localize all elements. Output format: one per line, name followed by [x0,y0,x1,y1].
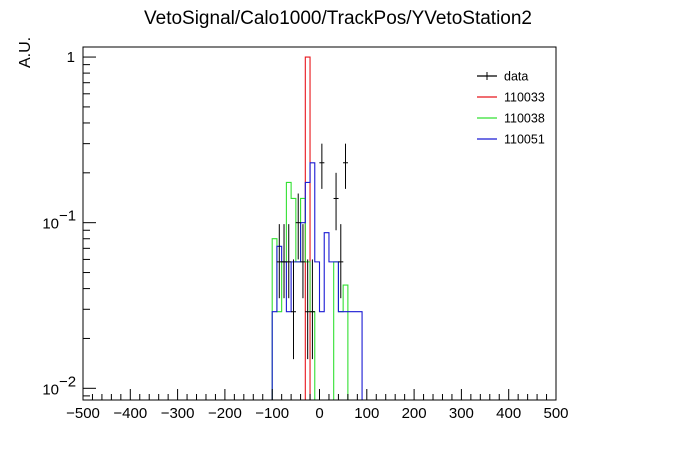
legend-entry: 110033 [477,91,545,105]
hist-bin [315,262,320,400]
x-tick-label: −300 [161,405,195,422]
hist-bin [329,262,334,400]
x-tick-label: −400 [113,405,147,422]
data-point [305,259,311,360]
data-point [309,259,315,360]
legend-label: 110038 [504,112,545,126]
legend-entry: 110038 [477,112,545,126]
hist-bin [324,233,329,400]
legend-entry: data [477,70,528,84]
x-tick-label: −500 [66,405,100,422]
legend-label: 110033 [504,91,545,105]
plot-area [271,56,363,400]
series-data [276,143,349,360]
legend-label: data [504,70,528,84]
y-tick-label-base: 10 [42,381,59,398]
data-point [343,143,349,189]
y-axis-label: A.U. [17,37,34,68]
chart-title: VetoSignal/Calo1000/TrackPos/YVetoStatio… [144,8,532,29]
x-tick-label: 100 [354,405,379,422]
legend-entry: 110051 [477,133,545,147]
x-tick-label: 200 [402,405,427,422]
y-tick-label-base: 10 [42,216,59,233]
legend: data 110033 110038 110051 [477,70,545,147]
y-tick-label: 1 [67,49,75,66]
x-tick-label: 400 [496,405,521,422]
hist-bin [338,312,343,400]
hist-bin [296,262,301,400]
x-tick-label: 300 [449,405,474,422]
data-point [295,193,301,260]
data-point [281,224,287,299]
hist-bin [334,262,339,400]
data-point [290,259,296,360]
hist-bin [357,312,362,400]
x-tick-label: −100 [255,405,289,422]
hist-bin [343,312,348,400]
series-110051 [271,162,363,400]
hist-bin [320,312,325,400]
hist-bin [272,312,277,400]
data-point [300,224,306,299]
y-tick-label-exponent: −2 [59,373,76,390]
x-tick-label: −200 [208,405,242,422]
data-point [333,172,339,231]
data-point [338,224,344,299]
x-tick-label: 0 [315,405,323,422]
hist-bin [353,312,358,400]
hist-bin [348,312,353,400]
data-point [286,224,292,299]
hist-bin [286,312,291,400]
data-point [276,224,282,299]
y-tick-label-exponent: −1 [59,208,76,225]
x-tick-label: 500 [543,405,568,422]
data-point [319,143,325,189]
legend-label: 110051 [504,133,545,147]
